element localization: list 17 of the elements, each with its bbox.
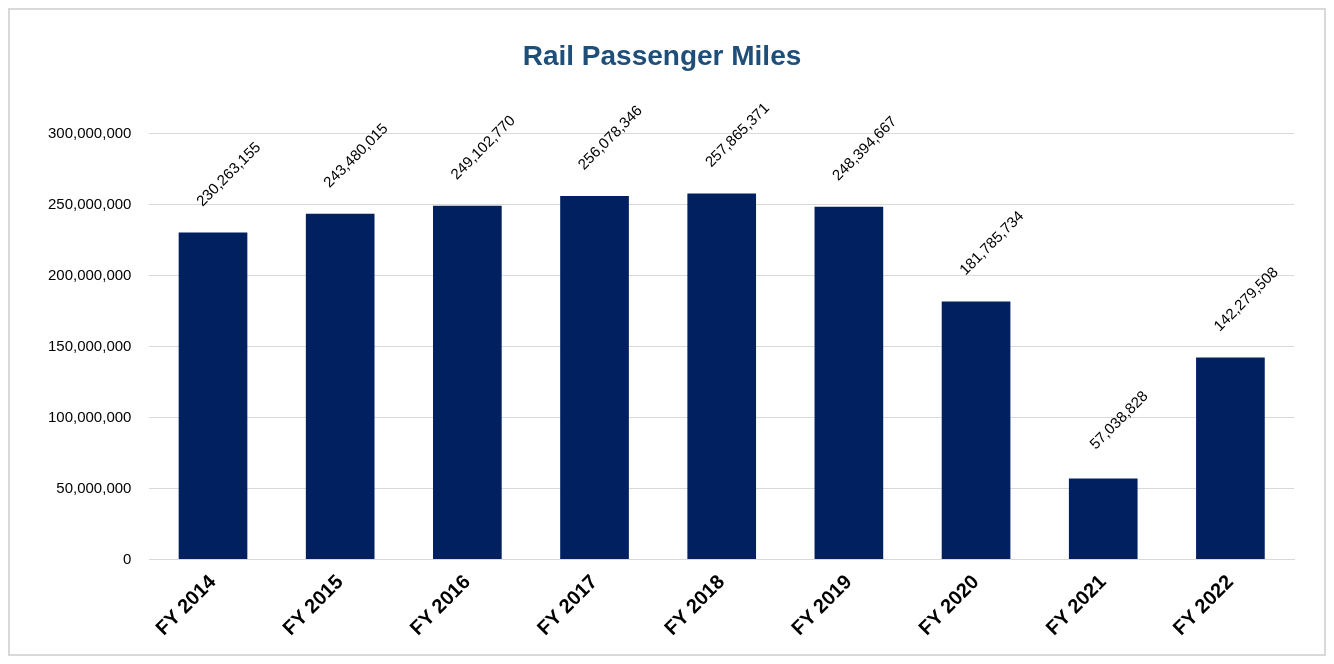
y-tick-label: 100,000,000 bbox=[47, 407, 132, 425]
bar bbox=[814, 206, 884, 560]
y-tick-label: 0 bbox=[123, 549, 132, 567]
bar bbox=[178, 232, 248, 560]
bar bbox=[1196, 357, 1265, 560]
bar bbox=[687, 193, 757, 560]
bar bbox=[560, 195, 629, 560]
y-tick-label: 150,000,000 bbox=[47, 336, 132, 354]
y-tick-label: 250,000,000 bbox=[47, 194, 132, 212]
y-tick-label: 50,000,000 bbox=[56, 478, 132, 496]
bar bbox=[305, 213, 375, 560]
y-tick-label: 300,000,000 bbox=[47, 123, 132, 141]
chart-title: Rail Passenger Miles bbox=[522, 39, 802, 71]
bar bbox=[941, 301, 1011, 560]
bar bbox=[1068, 478, 1138, 560]
bar bbox=[433, 205, 502, 560]
y-tick-label: 200,000,000 bbox=[47, 265, 132, 283]
